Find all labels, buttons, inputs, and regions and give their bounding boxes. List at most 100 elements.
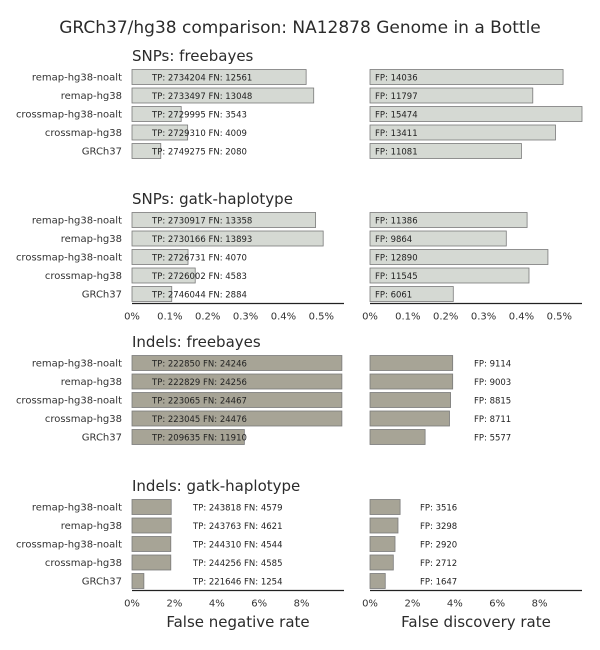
fdr-bar — [369, 536, 396, 552]
fdr-bar — [369, 429, 426, 445]
x-tick-label: 0.2% — [433, 312, 458, 323]
category-label: crossmap-hg38-noalt — [16, 396, 122, 407]
fdr-bar — [369, 392, 451, 408]
fnr-bar-label: TP: 2730166 FN: 13893 — [151, 235, 252, 245]
category-label: crossmap-hg38 — [45, 128, 122, 139]
fnr-bar — [131, 69, 307, 85]
x-tick-label: 8% — [532, 599, 548, 610]
fnr-bar-label: TP: 222850 FN: 24246 — [151, 360, 247, 370]
fdr-bar-label: FP: 9114 — [474, 360, 511, 370]
fnr-bar-label: TP: 244256 FN: 4585 — [192, 559, 282, 569]
figure-title: GRCh37/hg38 comparison: NA12878 Genome i… — [59, 18, 541, 38]
fdr-bar-label: FP: 2712 — [420, 559, 457, 569]
fnr-bar — [131, 499, 172, 515]
category-label: GRCh37 — [82, 433, 122, 444]
category-label: remap-hg38 — [61, 377, 122, 388]
category-label: GRCh37 — [82, 147, 122, 158]
fnr-bar — [131, 429, 245, 445]
fdr-bar — [369, 373, 454, 390]
category-label: remap-hg38-noalt — [32, 359, 122, 370]
panel-title: Indels: gatk-haplotype — [132, 477, 300, 495]
x-tick-label: 0.1% — [395, 312, 420, 323]
x-tick-label: 2% — [166, 599, 182, 610]
fnr-bar-label: TP: 2729995 FN: 3543 — [151, 111, 247, 121]
fdr-bar — [369, 249, 549, 265]
fnr-bar — [131, 230, 324, 247]
fnr-bar-label: TP: 2730917 FN: 13358 — [151, 217, 252, 227]
fnr-bar — [131, 124, 189, 141]
fnr-bar — [131, 249, 189, 265]
x-tick-label: 0.5% — [547, 312, 572, 323]
x-tick-label: 4% — [447, 599, 463, 610]
category-label: GRCh37 — [82, 290, 122, 301]
fdr-bar-label: FP: 8711 — [474, 415, 511, 425]
fdr-bar — [369, 267, 530, 284]
fnr-bar-label: TP: 244310 FN: 4544 — [192, 541, 282, 551]
fdr-bar — [369, 554, 394, 571]
category-label: remap-hg38-noalt — [32, 503, 122, 514]
x-tick-label: 6% — [489, 599, 505, 610]
fdr-bar-label: FP: 6061 — [375, 291, 412, 301]
category-label: remap-hg38 — [61, 234, 122, 245]
fdr-bar-label: FP: 14036 — [375, 74, 418, 84]
fnr-bar — [131, 143, 162, 159]
fdr-bar — [369, 106, 583, 122]
fnr-bar-label: TP: 2746044 FN: 2884 — [151, 291, 247, 301]
x-tick-label: 4% — [209, 599, 225, 610]
fnr-bar — [131, 267, 196, 284]
category-label: crossmap-hg38-noalt — [16, 540, 122, 551]
x-tick-label: 0% — [124, 599, 140, 610]
fnr-bar-label: TP: 223065 FN: 24467 — [151, 397, 247, 407]
x-axis-label-fnr: False negative rate — [166, 613, 309, 631]
fdr-bar-label: FP: 5577 — [474, 434, 511, 444]
fnr-bar-label: TP: 2733497 FN: 13048 — [151, 92, 252, 102]
fnr-bar — [131, 573, 145, 589]
x-tick-label: 0.3% — [471, 312, 496, 323]
fnr-bar — [131, 410, 343, 427]
fnr-bar — [131, 286, 173, 302]
category-label: remap-hg38 — [61, 521, 122, 532]
fnr-bar — [131, 355, 343, 371]
fdr-bar — [369, 573, 386, 589]
fnr-bar-label: TP: 2726731 FN: 4070 — [151, 254, 247, 264]
fnr-bar — [131, 373, 343, 390]
fnr-bar-label: TP: 2749275 FN: 2080 — [151, 148, 247, 158]
x-tick-label: 8% — [294, 599, 310, 610]
fdr-bar-label: FP: 11797 — [375, 92, 418, 102]
fnr-bar-label: TP: 223045 FN: 24476 — [151, 415, 247, 425]
category-label: remap-hg38-noalt — [32, 73, 122, 84]
panel-title: Indels: freebayes — [132, 333, 261, 351]
fnr-bar-label: TP: 243763 FN: 4621 — [192, 522, 282, 532]
fdr-bar-label: FP: 11081 — [375, 148, 418, 158]
fdr-bar — [369, 410, 450, 427]
category-label: crossmap-hg38-noalt — [16, 253, 122, 264]
category-label: remap-hg38-noalt — [32, 216, 122, 227]
fdr-bar — [369, 230, 507, 247]
x-tick-label: 0% — [362, 599, 378, 610]
fdr-bar-label: FP: 3516 — [420, 504, 457, 514]
x-tick-label: 0.3% — [233, 312, 258, 323]
fdr-bar — [369, 87, 534, 104]
fdr-bar-label: FP: 9864 — [375, 235, 412, 245]
fnr-bar-label: TP: 2729310 FN: 4009 — [151, 129, 247, 139]
fdr-bar-label: FP: 2920 — [420, 541, 457, 551]
fdr-bar-label: FP: 15474 — [375, 111, 418, 121]
category-label: crossmap-hg38 — [45, 558, 122, 569]
fnr-bar — [131, 392, 343, 408]
fnr-bar-label: TP: 243818 FN: 4579 — [192, 504, 282, 514]
fnr-bar — [131, 554, 172, 571]
fdr-bar-label: FP: 3298 — [420, 522, 457, 532]
category-label: crossmap-hg38-noalt — [16, 110, 122, 121]
fnr-bar-label: TP: 2726002 FN: 4583 — [151, 272, 247, 282]
fdr-bar-label: FP: 11545 — [375, 272, 418, 282]
fnr-bar — [131, 536, 172, 552]
fdr-bar-label: FP: 12890 — [375, 254, 418, 264]
fnr-bar-label: TP: 209635 FN: 11910 — [151, 434, 247, 444]
x-tick-label: 0.5% — [309, 312, 334, 323]
fdr-bar — [369, 355, 454, 371]
x-tick-label: 0.4% — [509, 312, 534, 323]
panel-title: SNPs: freebayes — [132, 47, 254, 65]
category-label: remap-hg38 — [61, 91, 122, 102]
fdr-bar — [369, 499, 401, 515]
